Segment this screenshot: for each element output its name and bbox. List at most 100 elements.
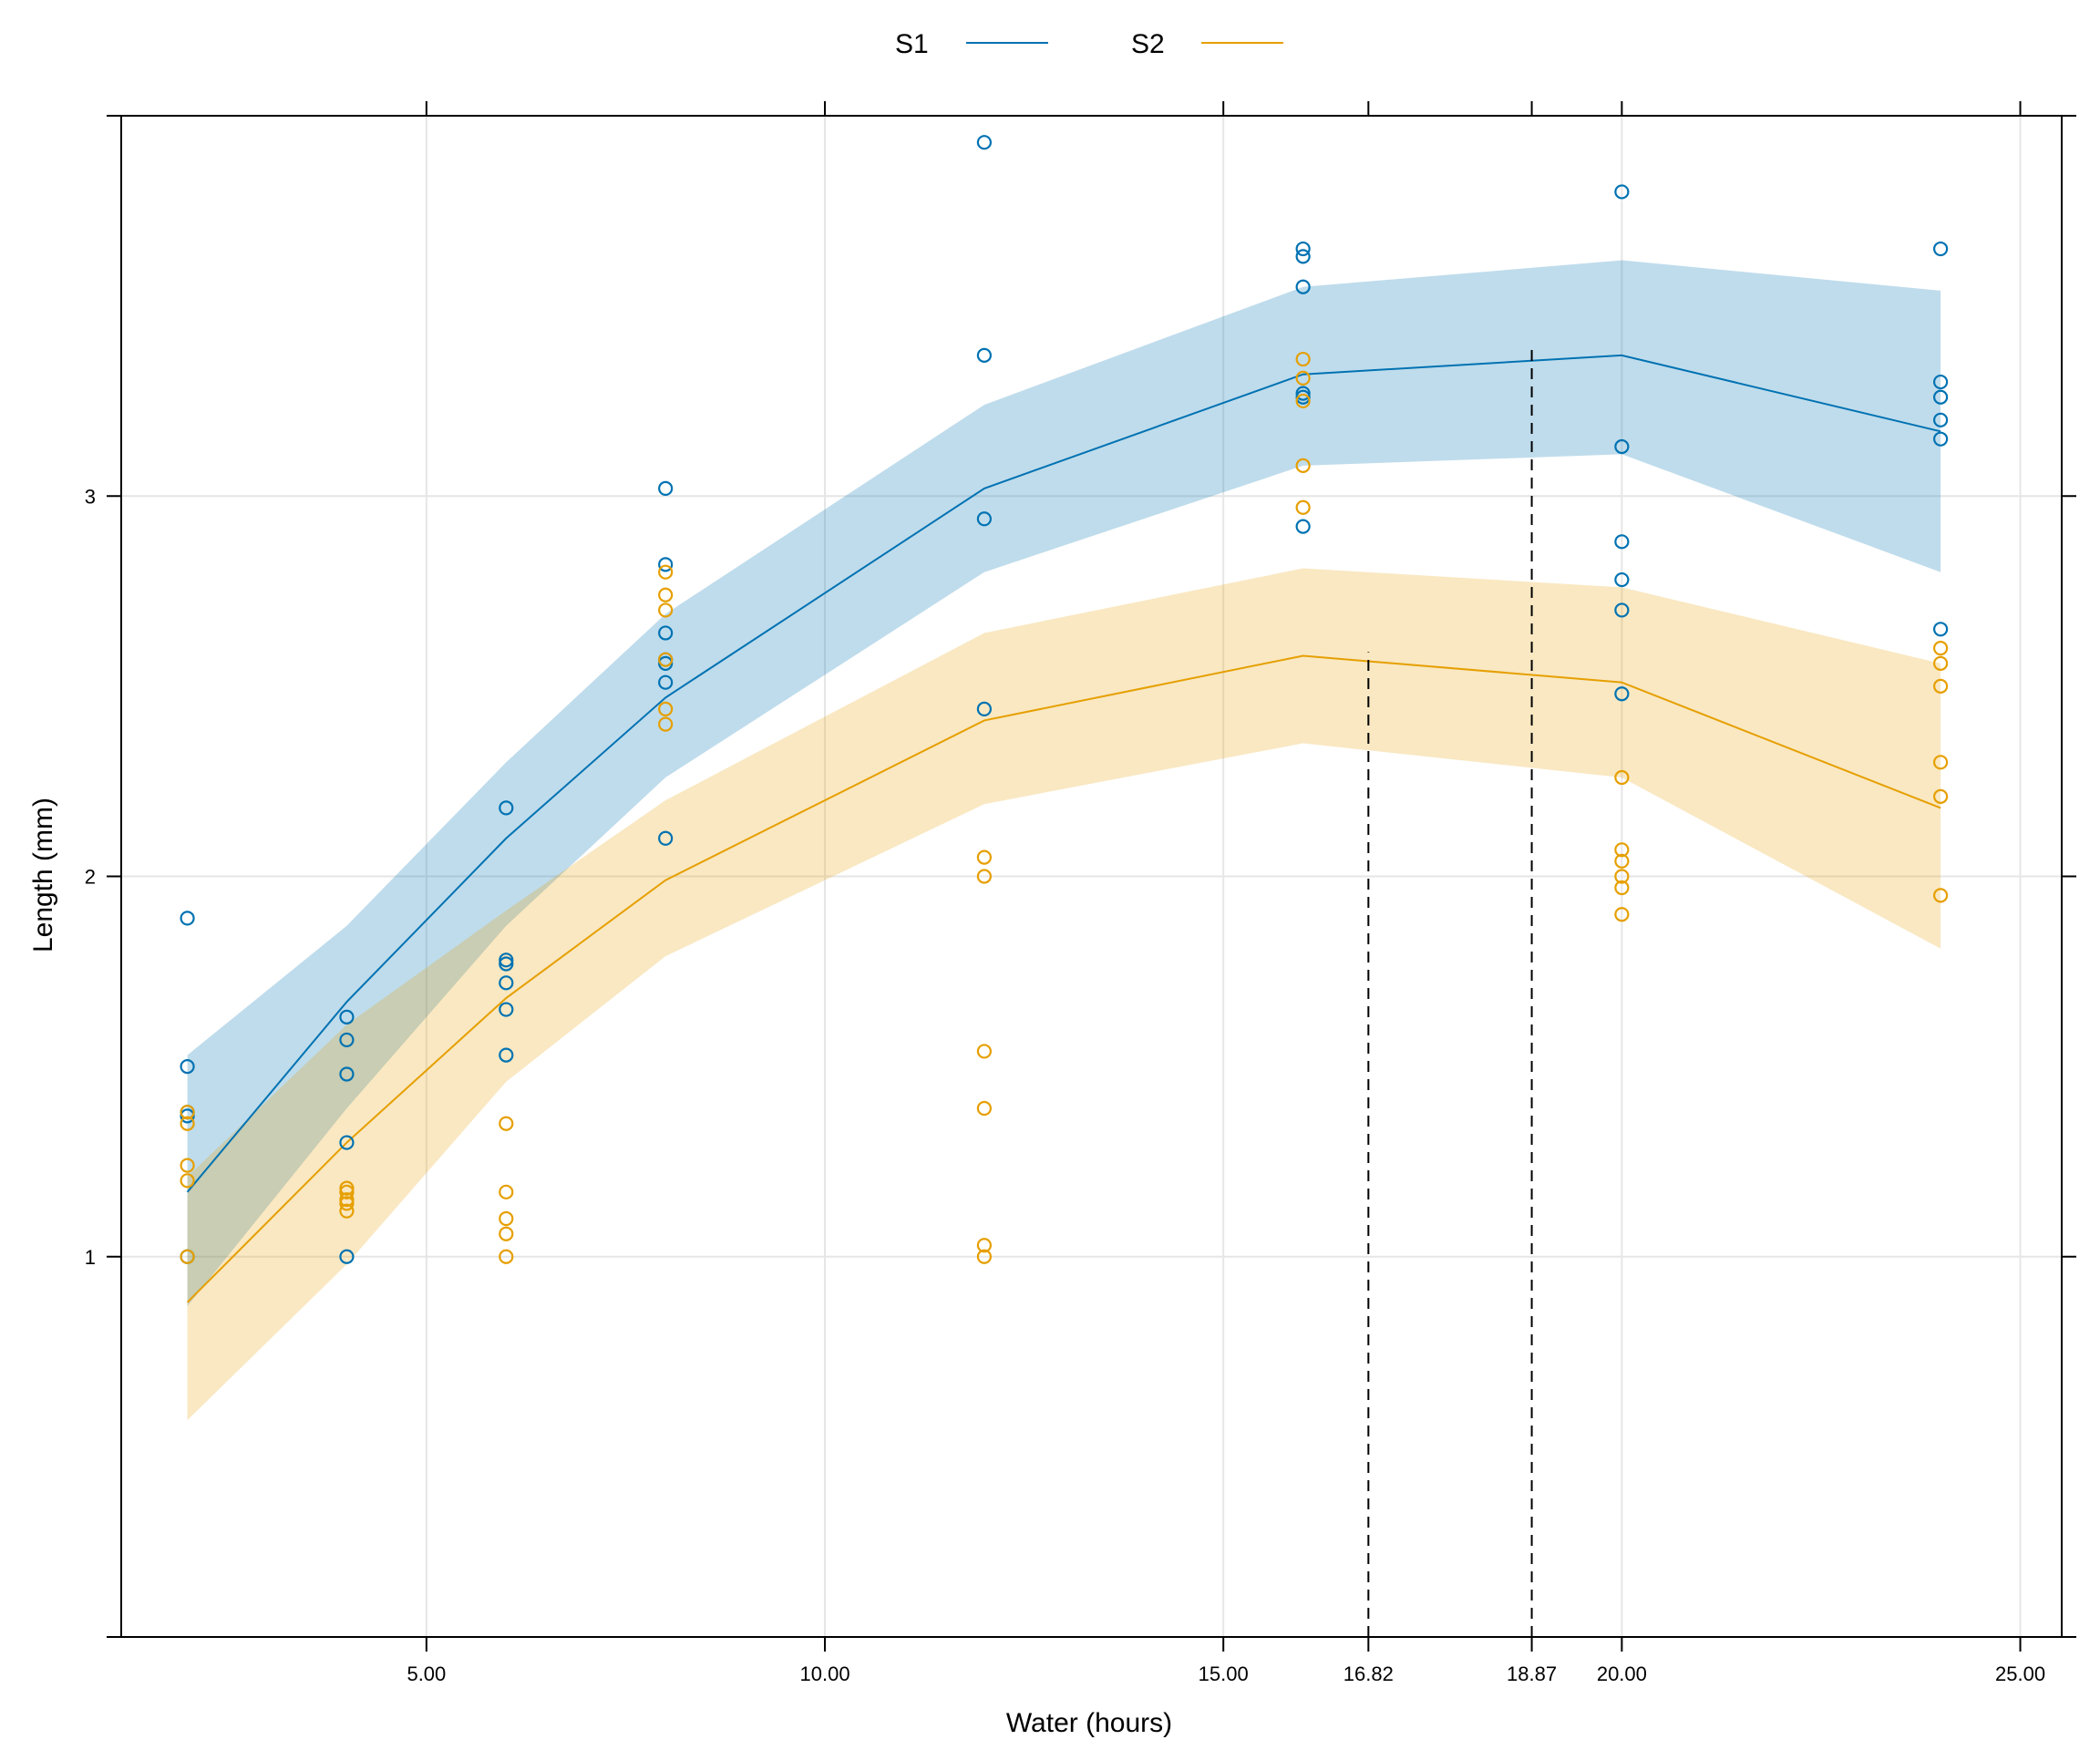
data-point-s2 [976, 1044, 993, 1059]
data-point-s2 [976, 1249, 993, 1264]
data-point-s1 [1614, 534, 1630, 550]
data-point-s2 [180, 1158, 195, 1173]
data-point-s2 [180, 1173, 195, 1189]
gridlines [121, 116, 2062, 1637]
data-point-s2 [1295, 458, 1311, 473]
data-point-s1 [976, 701, 993, 717]
data-point-s2 [1614, 853, 1630, 869]
data-point-s1 [339, 1135, 355, 1150]
data-points [180, 135, 1949, 1264]
data-point-s2 [339, 1192, 355, 1208]
data-point-s2 [1295, 370, 1311, 386]
fit-lines [186, 354, 1941, 1303]
data-point-s1 [1614, 571, 1630, 588]
x-tick-label: 20.00 [1597, 1662, 1647, 1685]
confidence-band-s1 [187, 260, 1941, 1306]
data-point-s1 [1295, 519, 1311, 534]
data-point-s2 [1933, 755, 1949, 770]
data-point-s1 [499, 1002, 514, 1017]
data-point-s2 [976, 1100, 993, 1117]
data-point-s1 [339, 1009, 355, 1024]
data-point-s1 [499, 1047, 514, 1063]
data-point-s1 [1614, 438, 1630, 455]
data-point-s2 [1933, 641, 1949, 656]
data-point-s2 [658, 701, 674, 717]
data-point-s2 [1295, 499, 1311, 515]
x-tick-label: 18.87 [1507, 1662, 1557, 1685]
data-point-s2 [499, 1116, 514, 1131]
data-point-s1 [1933, 389, 1949, 405]
data-point-s1 [1295, 241, 1311, 257]
data-point-s2 [499, 1226, 514, 1241]
confidence-bands [187, 260, 1941, 1421]
fit-line-s1 [186, 354, 1941, 1193]
data-point-s1 [658, 557, 674, 572]
data-point-s1 [1295, 386, 1311, 401]
data-point-s1 [499, 800, 514, 816]
data-point-s2 [658, 564, 674, 580]
data-point-s2 [339, 1196, 355, 1211]
data-point-s2 [1614, 842, 1630, 858]
x-tick-label: 10.00 [800, 1662, 850, 1685]
data-point-s2 [1614, 880, 1630, 896]
data-point-s2 [1933, 788, 1949, 804]
data-point-s1 [658, 674, 674, 690]
data-point-s2 [658, 587, 674, 602]
data-point-s2 [180, 1116, 195, 1131]
data-point-s1 [1295, 249, 1311, 264]
data-point-s1 [1933, 412, 1949, 427]
data-point-s2 [339, 1184, 355, 1199]
data-point-s2 [1933, 655, 1949, 671]
reference-lines [1367, 347, 1533, 1637]
data-point-s2 [658, 602, 674, 618]
y-tick-label: 2 [85, 866, 96, 889]
data-point-s2 [976, 849, 993, 865]
data-point-s2 [1295, 393, 1311, 409]
data-point-s1 [1295, 279, 1311, 294]
data-point-s1 [339, 1249, 355, 1264]
x-tick-label: 15.00 [1199, 1662, 1249, 1685]
y-axis-ticks: 1 2 3 [85, 485, 2076, 1269]
data-point-s2 [180, 1249, 195, 1264]
fit-line-s2 [186, 654, 1941, 1303]
x-tick-label: 25.00 [1995, 1662, 2045, 1685]
data-point-s2 [1295, 351, 1311, 367]
data-point-s2 [658, 716, 674, 732]
data-point-s2 [1614, 769, 1630, 786]
data-point-s1 [499, 975, 514, 991]
data-point-s2 [499, 1249, 514, 1264]
x-axis-ticks: 5.00 10.00 15.00 16.82 18.87 20.00 25.00 [107, 101, 2076, 1685]
data-point-s1 [658, 655, 674, 671]
data-point-s1 [658, 625, 674, 641]
legend-label-s2: S2 [1131, 29, 1165, 59]
data-point-s1 [976, 135, 993, 150]
y-tick-label: 1 [85, 1246, 96, 1269]
data-point-s1 [499, 952, 514, 968]
data-point-s2 [180, 1105, 195, 1120]
data-point-s1 [1614, 184, 1630, 200]
x-tick-label: 16.82 [1343, 1662, 1394, 1685]
data-point-s2 [1933, 888, 1949, 903]
data-point-s1 [1933, 241, 1949, 257]
data-point-s1 [1614, 602, 1630, 618]
x-tick-label: 5.00 [407, 1662, 446, 1685]
legend-label-s1: S1 [895, 29, 929, 59]
data-point-s1 [180, 1108, 195, 1124]
data-point-s2 [339, 1203, 355, 1219]
data-point-s1 [1933, 431, 1949, 447]
data-point-s1 [339, 1066, 355, 1082]
x-axis-title: Water (hours) [1006, 1708, 1172, 1738]
data-point-s1 [976, 347, 993, 363]
data-point-s2 [1614, 869, 1630, 884]
data-point-s1 [1933, 374, 1949, 390]
data-point-s1 [658, 480, 674, 497]
y-axis-title: Length (mm) [28, 798, 58, 952]
data-point-s1 [976, 511, 993, 527]
data-point-s2 [339, 1180, 355, 1196]
confidence-band-s2 [187, 568, 1941, 1421]
data-point-s2 [658, 652, 674, 667]
data-point-s1 [1933, 622, 1949, 637]
data-point-s2 [976, 1238, 993, 1253]
y-tick-label: 3 [85, 485, 96, 508]
legend: S1 S2 [895, 29, 1283, 59]
